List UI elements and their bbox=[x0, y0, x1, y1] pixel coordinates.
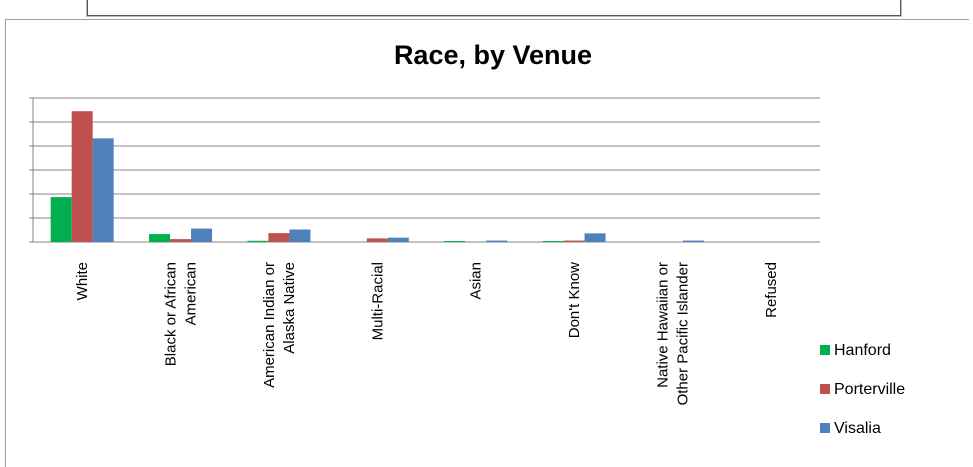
x-axis-labels: White Black or African American American In… bbox=[74, 262, 780, 406]
x-tick-label-line: Don't Know bbox=[566, 262, 583, 338]
bar-visalia-2 bbox=[289, 229, 311, 242]
x-tick-label-line: Native Hawaiian or bbox=[654, 262, 671, 388]
x-tick-label-line: Refused bbox=[763, 262, 780, 318]
x-tick-label: White bbox=[74, 262, 91, 300]
bar-hanford-1 bbox=[149, 234, 171, 242]
gridlines bbox=[33, 97, 820, 243]
x-tick-label: Multi-Racial bbox=[369, 262, 386, 340]
legend-label-hanford: Hanford bbox=[834, 342, 891, 359]
bar-porterville-5 bbox=[563, 240, 585, 242]
bar-visalia-1 bbox=[191, 228, 213, 242]
x-tick-label-line: Alaska Native bbox=[281, 262, 298, 354]
bar-visalia-5 bbox=[584, 233, 606, 242]
bar-porterville-2 bbox=[268, 233, 290, 242]
bar-hanford-5 bbox=[542, 241, 564, 242]
legend-swatch-visalia bbox=[820, 423, 830, 433]
legend-swatch-porterville bbox=[820, 384, 830, 394]
x-tick-label: Asian bbox=[468, 262, 485, 300]
chart-area: Race, by Venue White Black or African Amer… bbox=[5, 19, 969, 467]
bar-visalia-6 bbox=[682, 240, 704, 242]
bar-hanford-0 bbox=[50, 197, 72, 242]
bar-porterville-1 bbox=[170, 239, 192, 242]
legend-label-porterville: Porterville bbox=[834, 381, 905, 398]
x-tick-label-line: American Indian or bbox=[261, 262, 278, 388]
bar-porterville-3 bbox=[366, 238, 388, 242]
x-tick-label-line: Black or African bbox=[163, 262, 180, 366]
top-frame bbox=[87, 0, 901, 16]
bar-porterville-0 bbox=[71, 111, 93, 242]
bar-visalia-0 bbox=[92, 138, 114, 242]
bar-hanford-4 bbox=[444, 241, 466, 242]
x-tick-label-line: Multi-Racial bbox=[369, 262, 386, 340]
bar-hanford-2 bbox=[247, 240, 269, 242]
x-tick-label: Refused bbox=[763, 262, 780, 318]
x-tick-label: Don't Know bbox=[566, 262, 583, 338]
x-tick-label-line: Asian bbox=[468, 262, 485, 300]
legend: Hanford Porterville Visalia bbox=[820, 342, 905, 437]
x-tick-label-line: Other Pacific Islander bbox=[674, 262, 691, 405]
bar-visalia-3 bbox=[387, 237, 409, 242]
chart-title: Race, by Venue bbox=[394, 40, 592, 70]
x-tick-label: Native Hawaiian or Other Pacific Islander bbox=[654, 262, 691, 405]
legend-label-visalia: Visalia bbox=[834, 420, 881, 437]
bar-visalia-4 bbox=[486, 240, 508, 242]
bars bbox=[50, 111, 704, 242]
bar-chart: Race, by Venue White Black or African Amer… bbox=[29, 40, 905, 437]
x-tick-label-line: White bbox=[74, 262, 91, 300]
x-tick-label: Black or African American bbox=[163, 262, 200, 366]
x-tick-label-line: American bbox=[183, 262, 200, 325]
x-tick-label: American Indian or Alaska Native bbox=[261, 262, 298, 388]
legend-swatch-hanford bbox=[820, 345, 830, 355]
